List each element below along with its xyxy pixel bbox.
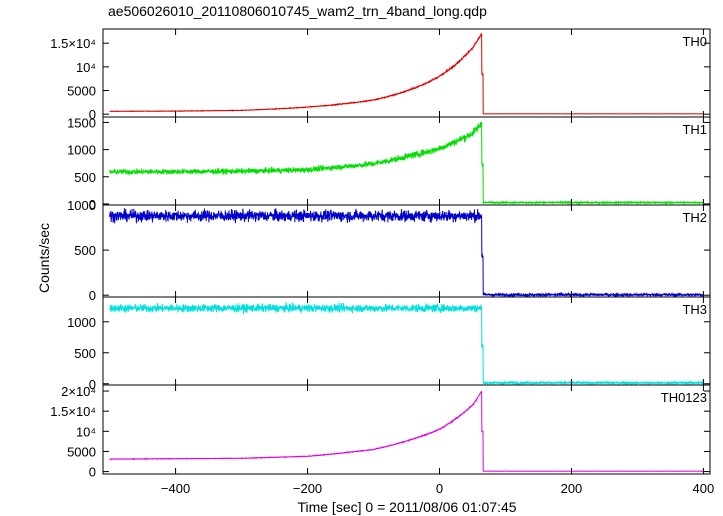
series-line-th1 (109, 122, 704, 206)
panel-frame (102, 384, 711, 475)
y-tick-label: 1000 (67, 143, 96, 158)
x-tick-label: 0 (436, 481, 443, 496)
series-line-th3 (109, 302, 704, 386)
series-label-th1: TH1 (682, 122, 707, 137)
y-tick-label: 0 (89, 377, 96, 392)
x-axis-label: Time [sec] 0 = 2011/08/06 01:07:45 (297, 499, 516, 515)
series-line-th2 (109, 207, 704, 298)
y-tick-label: 500 (74, 170, 96, 185)
y-tick-label: 1000 (67, 198, 96, 213)
panel-th0: 0 5000 10⁴ 1.5×10⁴ TH0 (50, 28, 711, 122)
panel-frame (102, 116, 711, 206)
y-tick-label: 10⁴ (76, 60, 96, 75)
y-tick-label: 10⁴ (76, 424, 96, 439)
series-label-th0: TH0 (682, 34, 707, 49)
y-tick-label: 5000 (67, 444, 96, 459)
y-tick-label: 500 (74, 243, 96, 258)
panel-th1: 0 500 1000 1500 TH1 (67, 115, 711, 212)
series-line-th0 (109, 32, 704, 115)
y-tick-label: 5000 (67, 84, 96, 99)
y-axis-label: Counts/sec (36, 223, 52, 293)
series-label-th0123: TH0123 (661, 390, 707, 405)
series-label-th2: TH2 (682, 210, 707, 225)
series-line-th0123 (109, 390, 704, 472)
panel-th0123: 0 5000 10⁴ 1.5×10⁴ 2×10⁴ TH0123 (50, 384, 711, 480)
y-tick-label: 1000 (67, 315, 96, 330)
x-tick-label: −400 (161, 481, 190, 496)
x-tick-label: −200 (293, 481, 322, 496)
y-tick-label: 0 (89, 197, 96, 212)
y-tick-label: 2×10⁴ (61, 384, 96, 399)
panel-th2: 0 500 1000 TH2 (67, 198, 711, 303)
y-tick-label: 0 (89, 465, 96, 480)
x-tick-label: 400 (693, 481, 715, 496)
y-tick-label: 1500 (67, 115, 96, 130)
panel-frame (102, 28, 711, 118)
x-tick-label: 200 (561, 481, 583, 496)
y-tick-label: 1.5×10⁴ (50, 36, 96, 51)
panel-th3: 0 500 1000 TH3 (67, 296, 711, 392)
y-tick-label: 500 (74, 346, 96, 361)
series-label-th3: TH3 (682, 302, 707, 317)
y-tick-label: 1.5×10⁴ (50, 404, 96, 419)
chart-title: ae506026010_20110806010745_wam2_trn_4ban… (108, 3, 487, 19)
y-tick-label: 0 (89, 107, 96, 122)
y-tick-label: 0 (89, 288, 96, 303)
